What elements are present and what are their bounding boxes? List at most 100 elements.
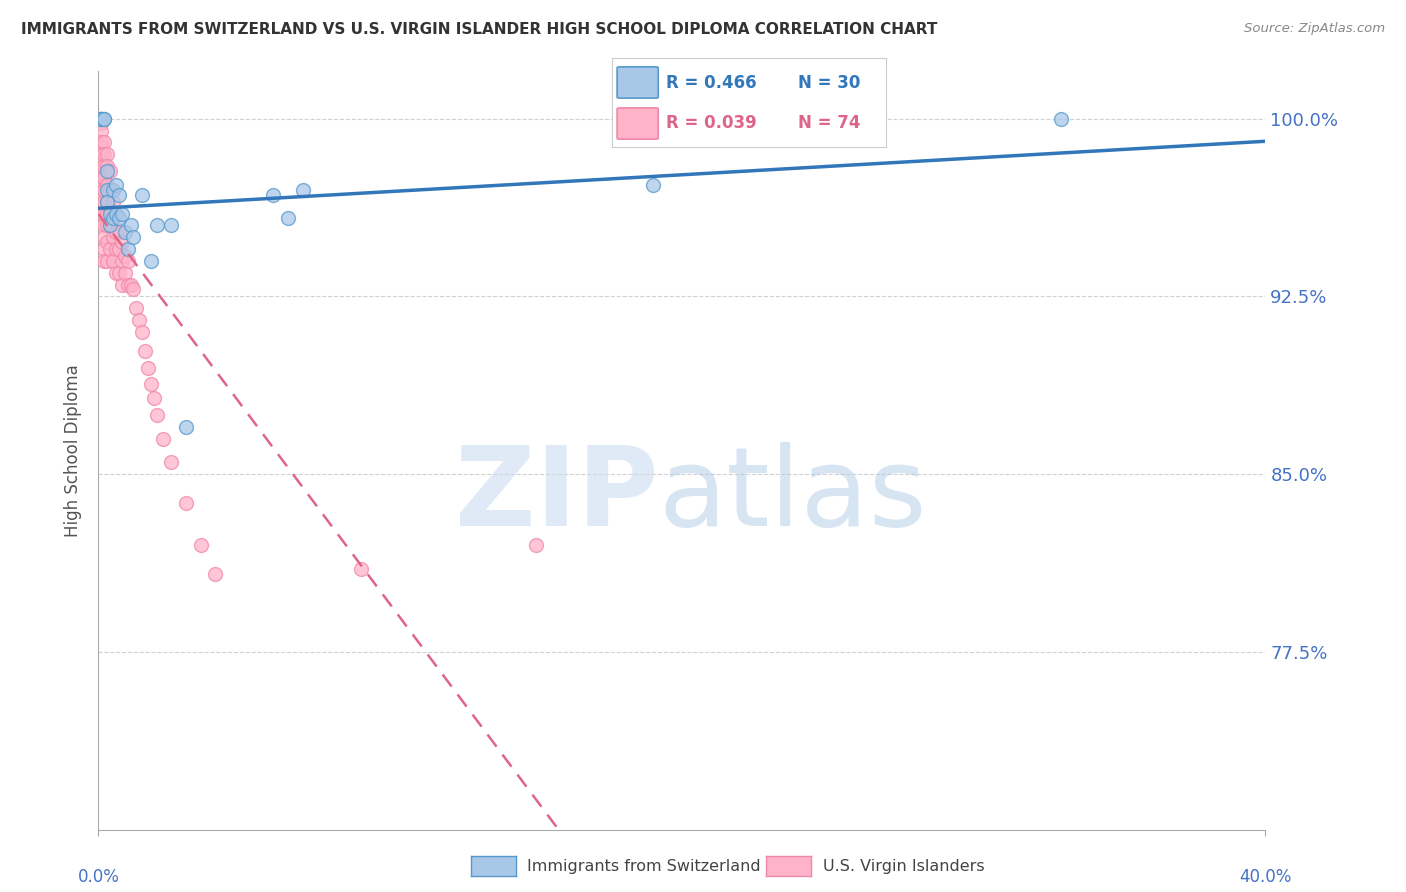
Point — [96, 194, 118, 209]
Text: R = 0.466: R = 0.466 — [666, 73, 756, 92]
Point — [104, 266, 127, 280]
Point — [90, 112, 112, 126]
Point — [108, 226, 131, 240]
Point — [98, 206, 121, 220]
Text: 40.0%: 40.0% — [1239, 869, 1292, 887]
FancyBboxPatch shape — [617, 67, 658, 98]
Point — [90, 178, 112, 192]
Point — [90, 112, 112, 126]
Point — [160, 455, 183, 469]
Point — [114, 249, 136, 263]
Point — [146, 219, 169, 233]
Point — [90, 112, 112, 126]
Point — [190, 538, 212, 552]
Point — [174, 495, 197, 509]
Point — [104, 206, 127, 220]
Point — [111, 235, 134, 249]
Point — [90, 136, 112, 150]
Point — [90, 171, 112, 186]
Point — [104, 178, 127, 192]
Point — [90, 164, 112, 178]
Point — [96, 206, 118, 220]
Point — [96, 194, 118, 209]
Point — [96, 235, 118, 249]
Point — [96, 178, 118, 192]
Point — [108, 242, 131, 256]
Point — [641, 178, 664, 192]
Text: 0.0%: 0.0% — [77, 869, 120, 887]
Point — [146, 408, 169, 422]
Point — [136, 360, 159, 375]
Point — [114, 266, 136, 280]
Point — [128, 313, 150, 327]
Point — [90, 112, 112, 126]
Point — [104, 226, 127, 240]
Point — [142, 392, 165, 406]
Point — [152, 432, 174, 446]
Point — [96, 253, 118, 268]
Point — [90, 147, 112, 161]
Point — [96, 219, 118, 233]
Point — [93, 136, 115, 150]
Point — [90, 154, 112, 169]
Point — [96, 183, 118, 197]
Text: ZIP: ZIP — [456, 442, 658, 549]
Text: Immigrants from Switzerland: Immigrants from Switzerland — [527, 859, 761, 873]
Point — [101, 253, 124, 268]
Point — [101, 194, 124, 209]
Text: R = 0.039: R = 0.039 — [666, 113, 758, 132]
Point — [350, 562, 373, 576]
Point — [131, 187, 153, 202]
Point — [90, 112, 112, 126]
Point — [96, 147, 118, 161]
Point — [93, 112, 115, 126]
Point — [139, 377, 162, 392]
Point — [93, 171, 115, 186]
Point — [131, 325, 153, 339]
Point — [111, 253, 134, 268]
Text: atlas: atlas — [658, 442, 927, 549]
Y-axis label: High School Diploma: High School Diploma — [65, 364, 83, 537]
Point — [125, 301, 148, 316]
Point — [139, 253, 162, 268]
Point — [93, 253, 115, 268]
Point — [93, 159, 115, 173]
Text: N = 74: N = 74 — [799, 113, 860, 132]
Point — [90, 116, 112, 130]
Point — [291, 183, 314, 197]
Point — [122, 282, 145, 296]
Point — [101, 183, 124, 197]
Point — [108, 187, 131, 202]
FancyBboxPatch shape — [617, 108, 658, 139]
Point — [93, 194, 115, 209]
Point — [90, 206, 112, 220]
Point — [101, 230, 124, 244]
Text: U.S. Virgin Islanders: U.S. Virgin Islanders — [823, 859, 984, 873]
Point — [96, 164, 118, 178]
Point — [93, 112, 115, 126]
Point — [93, 206, 115, 220]
Point — [98, 219, 121, 233]
Text: Source: ZipAtlas.com: Source: ZipAtlas.com — [1244, 22, 1385, 36]
Point — [90, 112, 112, 126]
Point — [120, 277, 142, 292]
Point — [117, 242, 139, 256]
Point — [96, 159, 118, 173]
Point — [98, 164, 121, 178]
Point — [524, 538, 547, 552]
Point — [120, 219, 142, 233]
Point — [204, 566, 226, 581]
Point — [98, 242, 121, 256]
Point — [262, 187, 284, 202]
Text: N = 30: N = 30 — [799, 73, 860, 92]
Point — [111, 206, 134, 220]
Point — [122, 230, 145, 244]
Point — [160, 219, 183, 233]
Point — [93, 219, 115, 233]
Point — [98, 202, 121, 216]
Point — [98, 219, 121, 233]
Point — [1050, 112, 1073, 126]
Point — [93, 183, 115, 197]
Point — [90, 187, 112, 202]
Point — [134, 343, 156, 358]
